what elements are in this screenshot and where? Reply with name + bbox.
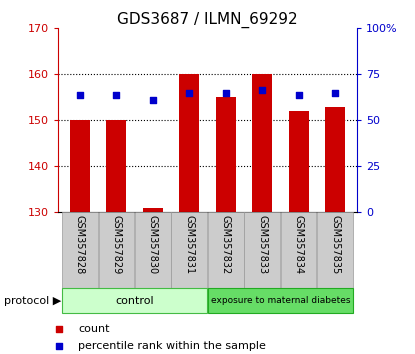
Bar [62, 288, 207, 313]
Point [290, 263, 297, 268]
Point [290, 102, 297, 107]
Text: exposure to maternal diabetes: exposure to maternal diabetes [211, 296, 350, 305]
Point [77, 92, 83, 98]
Text: GSM357828: GSM357828 [75, 215, 85, 274]
Bar [62, 212, 98, 289]
Text: control: control [115, 296, 154, 306]
Bar [288, 111, 309, 212]
Title: GDS3687 / ILMN_69292: GDS3687 / ILMN_69292 [117, 12, 298, 28]
Point [113, 92, 120, 98]
Bar [208, 212, 244, 289]
Bar [244, 212, 280, 289]
Bar [106, 120, 127, 212]
Bar [143, 208, 163, 212]
Bar [98, 212, 134, 289]
Text: GSM357835: GSM357835 [330, 215, 340, 274]
Bar [135, 212, 171, 289]
Text: GSM357833: GSM357833 [257, 215, 267, 274]
Text: GSM357832: GSM357832 [221, 215, 231, 274]
Text: GSM357834: GSM357834 [293, 215, 304, 274]
Point [149, 97, 156, 102]
Point [295, 92, 302, 98]
Bar [216, 97, 236, 212]
Bar [70, 120, 90, 212]
Text: percentile rank within the sample: percentile rank within the sample [78, 341, 266, 351]
Bar [179, 74, 199, 212]
Point [259, 87, 266, 93]
Point [222, 90, 229, 96]
Bar [317, 212, 353, 289]
Bar [281, 212, 317, 289]
Bar [171, 212, 207, 289]
Text: GSM357831: GSM357831 [184, 215, 194, 274]
Point [332, 90, 338, 96]
Bar [208, 288, 353, 313]
Text: GSM357829: GSM357829 [111, 215, 122, 274]
Text: protocol ▶: protocol ▶ [4, 296, 61, 306]
Bar [252, 74, 272, 212]
Bar [325, 107, 345, 212]
Text: GSM357830: GSM357830 [148, 215, 158, 274]
Point [186, 90, 193, 96]
Text: count: count [78, 324, 110, 333]
